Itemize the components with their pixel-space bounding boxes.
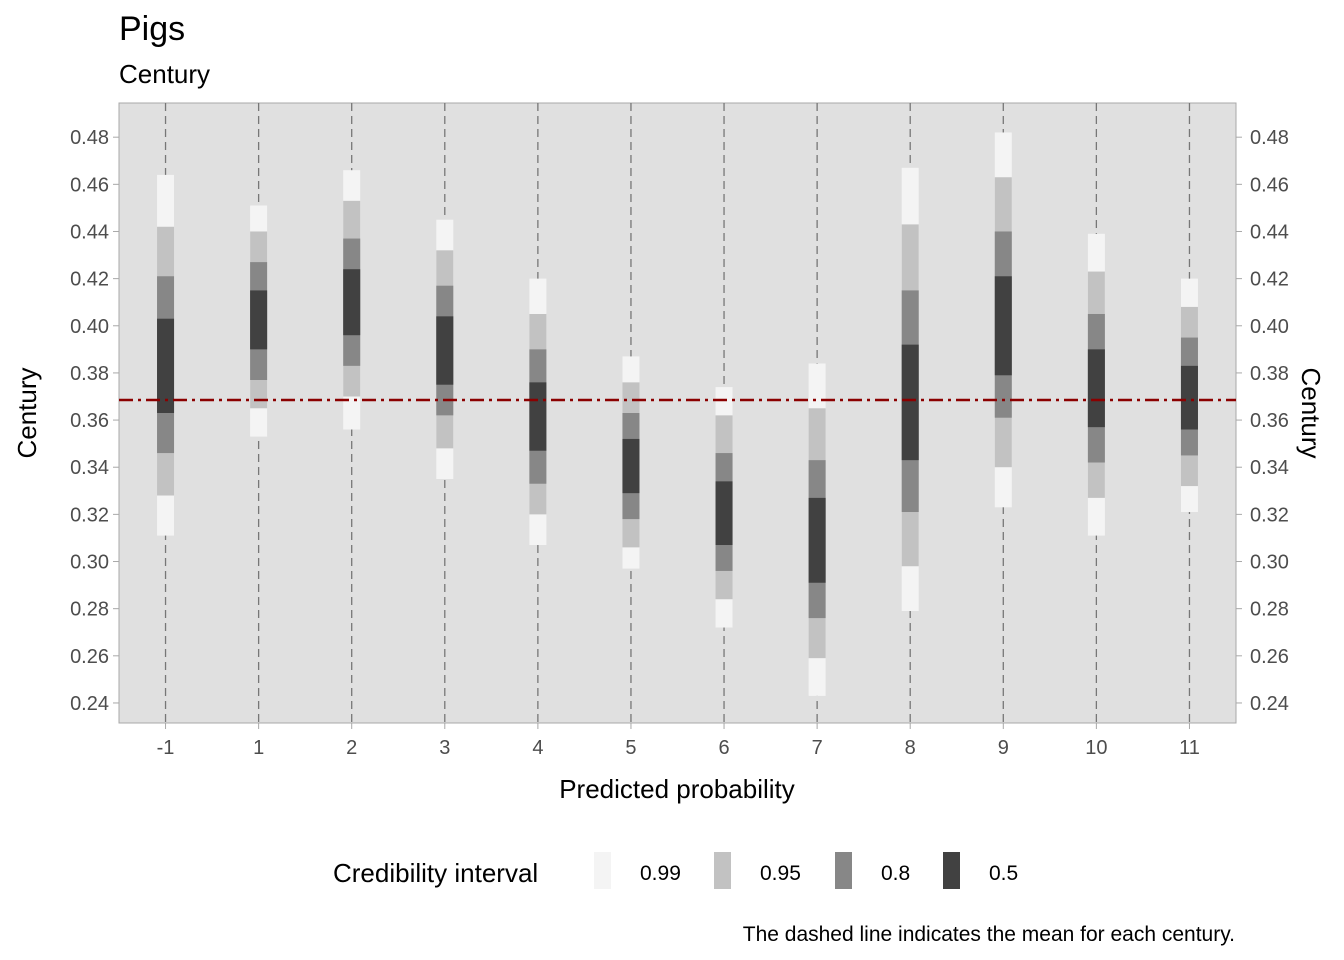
interval-50-x11: [1180, 365, 1198, 430]
y-tick-label-right: 0.46: [1250, 174, 1289, 196]
interval-50-x6: [715, 481, 733, 546]
interval-50-x2: [343, 269, 361, 336]
x-tick-label: 5: [625, 737, 636, 759]
interval-50-x5: [622, 438, 640, 494]
legend-key-0.99: [594, 852, 611, 889]
y-tick-label-left: 0.44: [70, 221, 109, 243]
y-tick-label-right: 0.36: [1250, 410, 1289, 432]
x-tick-label: 4: [532, 737, 543, 759]
legend: Credibility interval 0.99 0.95 0.8 0.5: [333, 852, 1018, 889]
y-tick-label-left: 0.26: [70, 646, 109, 668]
legend-label-0.95: 0.95: [760, 862, 801, 885]
y-tick-label-left: 0.42: [70, 269, 109, 291]
y-tick-label-left: 0.46: [70, 174, 109, 196]
interval-50-x1: [250, 290, 268, 350]
legend-label-0.8: 0.8: [881, 862, 910, 885]
interval-50-x-1: [157, 318, 175, 413]
y-tick-label-right: 0.44: [1250, 221, 1289, 243]
x-tick-label: 1: [253, 737, 264, 759]
y-tick-label-left: 0.36: [70, 410, 109, 432]
interval-50-x3: [436, 316, 454, 385]
interval-50-x10: [1087, 349, 1105, 428]
x-tick-label: 2: [346, 737, 357, 759]
interval-50-x9: [994, 276, 1012, 376]
x-tick-label: 9: [998, 737, 1009, 759]
legend-label-0.5: 0.5: [989, 862, 1018, 885]
x-tick-label: 6: [718, 737, 729, 759]
y-axis-label-left: Century: [12, 367, 42, 458]
interval-bars: [157, 132, 1198, 696]
y-tick-label-left: 0.48: [70, 127, 109, 149]
y-tick-label-right: 0.40: [1250, 316, 1289, 338]
legend-key-0.95: [714, 852, 731, 889]
y-tick-label-left: 0.40: [70, 316, 109, 338]
x-tick-label: 10: [1085, 737, 1107, 759]
y-tick-label-right: 0.32: [1250, 504, 1289, 526]
interval-50-x4: [529, 382, 547, 451]
y-tick-label-left: 0.24: [70, 693, 109, 715]
interval-50-x7: [808, 497, 826, 583]
y-tick-label-left: 0.34: [70, 457, 109, 479]
x-tick-label: 3: [439, 737, 450, 759]
plot-panel: [118, 102, 1237, 724]
legend-key-0.5: [943, 852, 960, 889]
y-axis-label-right: Century: [1296, 367, 1326, 458]
chart-title: Pigs: [119, 10, 185, 48]
y-tick-label-right: 0.28: [1250, 599, 1289, 621]
legend-key-0.8: [835, 852, 852, 889]
x-axis: -1 1 2 3 4 5 6 7 8 9 10 11: [157, 723, 1200, 759]
y-tick-label-right: 0.24: [1250, 693, 1289, 715]
y-tick-label-right: 0.26: [1250, 646, 1289, 668]
x-axis-label: Predicted probability: [559, 774, 795, 804]
y-tick-label-right: 0.38: [1250, 363, 1289, 385]
legend-label-0.99: 0.99: [640, 862, 681, 885]
x-tick-label: 11: [1179, 737, 1200, 759]
legend-title: Credibility interval: [333, 858, 538, 888]
y-tick-label-right: 0.42: [1250, 269, 1289, 291]
x-tick-label: 7: [812, 737, 823, 759]
chart-subtitle: Century: [119, 59, 210, 89]
y-tick-label-left: 0.32: [70, 504, 109, 526]
interval-50-x8: [901, 344, 919, 461]
y-tick-label-left: 0.28: [70, 599, 109, 621]
y-axis-left: 0.24 0.26 0.28 0.30 0.32 0.34 0.36 0.38 0.40 0.42…: [70, 127, 119, 715]
y-axis-right: 0.24 0.26 0.28 0.30 0.32 0.34 0.36 0.38 0.40 0.42…: [1236, 127, 1289, 715]
x-tick-label: -1: [157, 737, 175, 759]
y-tick-label-left: 0.38: [70, 363, 109, 385]
chart-caption: The dashed line indicates the mean for e…: [743, 923, 1235, 946]
y-tick-label-right: 0.30: [1250, 552, 1289, 574]
x-tick-label: 8: [905, 737, 916, 759]
y-tick-label-right: 0.48: [1250, 127, 1289, 149]
y-tick-label-right: 0.34: [1250, 457, 1289, 479]
y-tick-label-left: 0.30: [70, 552, 109, 574]
